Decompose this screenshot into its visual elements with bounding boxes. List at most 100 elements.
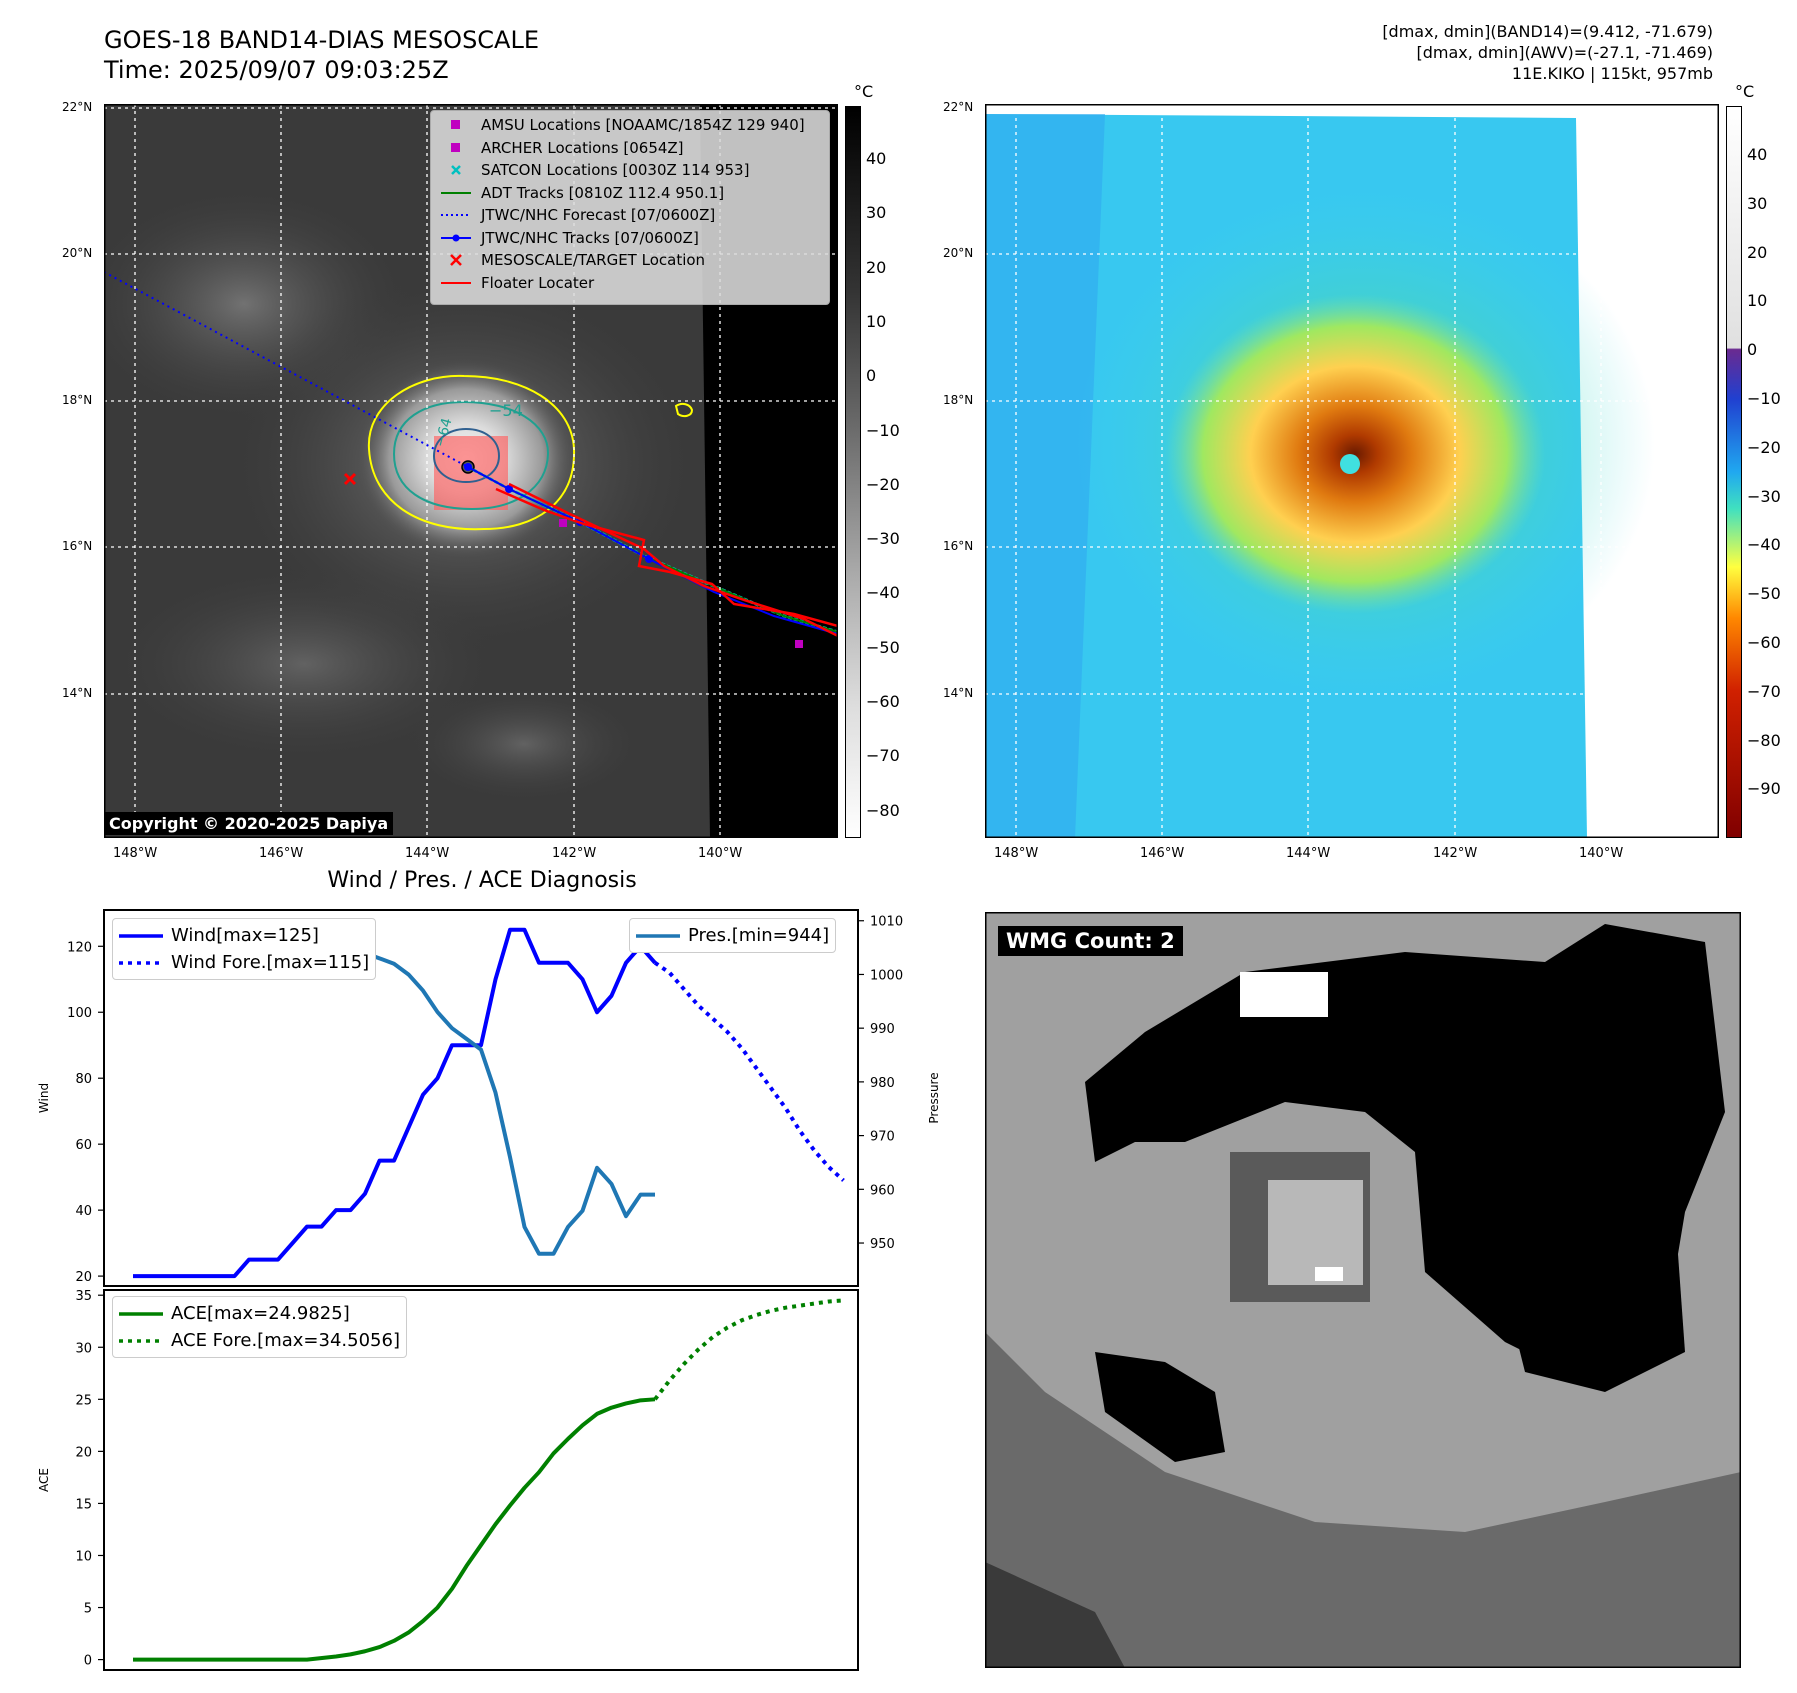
cb1-tick-6: −20 xyxy=(866,474,900,494)
diagnosis-title: Wind / Pres. / ACE Diagnosis xyxy=(327,868,637,893)
cb1-tick-3: 10 xyxy=(866,311,887,331)
cb2-tick-6: −20 xyxy=(1747,437,1781,457)
chart2-ytick-label-4: 20 xyxy=(75,1445,92,1460)
chart1-ytick-label-2: 60 xyxy=(75,1138,92,1153)
legend-wind: Wind[max=125] xyxy=(119,925,319,946)
ir-map-legend: AMSU Locations [NOAAMC/1854Z 129 940] AR… xyxy=(430,110,830,305)
chart2-ytick-label-2: 10 xyxy=(75,1549,92,1564)
chart2-ytick-label-6: 30 xyxy=(75,1341,92,1356)
p1-lat-14: 14°N xyxy=(62,686,93,700)
cb1-tick-9: −50 xyxy=(866,637,900,657)
cb2-tick-4: 0 xyxy=(1747,340,1758,360)
contour-teal xyxy=(392,400,550,511)
cb2-tick-7: −30 xyxy=(1747,486,1781,506)
cb2-tick-10: −60 xyxy=(1747,633,1781,652)
chart1-y2tick-label-3: 980 xyxy=(870,1076,895,1091)
dmax-band14: [dmax, dmin](BAND14)=(9.412, -71.679) xyxy=(1382,22,1713,41)
dmax-awv: [dmax, dmin](AWV)=(-27.1, -71.469) xyxy=(1416,43,1713,62)
cb1-tick-4: 0 xyxy=(866,366,877,386)
legend-pressure: Pres.[min=944] xyxy=(636,925,830,946)
chart2-ylabel: ACE xyxy=(37,1468,51,1492)
p2-lon-144: 144°W xyxy=(1286,846,1331,861)
legend-amsu: AMSU Locations [NOAAMC/1854Z 129 940] xyxy=(431,114,829,137)
chart1-ytick-label-0: 20 xyxy=(75,1270,92,1285)
chart1-series-1 xyxy=(653,961,845,1182)
p1-lon-140: 140°W xyxy=(698,846,743,861)
archer-marker xyxy=(559,519,567,527)
chart2-ytick-label-3: 15 xyxy=(75,1497,92,1512)
cb2-tick-11: −70 xyxy=(1747,681,1781,701)
pressure-legend: Pres.[min=944] xyxy=(629,918,837,953)
chart1-y2tick-label-0: 950 xyxy=(870,1237,895,1252)
awv-map-panel xyxy=(985,104,1719,838)
legend-ace-forecast: ACE Fore.[max=34.5056] xyxy=(119,1330,400,1351)
wind-legend: Wind[max=125] Wind Fore.[max=115] xyxy=(112,918,377,980)
colorbar-ir-unit: °C xyxy=(854,82,874,101)
awv-storm xyxy=(1165,294,1545,614)
cb2-tick-0: 40 xyxy=(1747,145,1768,164)
colorbar-awv xyxy=(1726,106,1742,838)
p1-lat-22: 22°N xyxy=(62,100,93,114)
cb2-tick-2: 20 xyxy=(1747,242,1768,262)
chart1-ytick-label-5: 120 xyxy=(67,940,92,955)
legend-jtwc-forecast: JTWC/NHC Forecast [07/0600Z] xyxy=(441,206,716,225)
legend-wind-forecast: Wind Fore.[max=115] xyxy=(119,952,370,973)
figure-title: GOES-18 BAND14-DIAS MESOSCALE xyxy=(104,26,540,54)
p2-lat-20: 20°N xyxy=(943,246,974,260)
chart1-ytick-label-4: 100 xyxy=(67,1006,92,1021)
amsu-marker xyxy=(795,640,803,648)
chart1-y2tick-label-2: 970 xyxy=(870,1130,895,1145)
chart2-ytick-label-5: 25 xyxy=(75,1393,92,1408)
cb1-tick-0: 40 xyxy=(866,149,887,168)
p2-lat-14: 14°N xyxy=(943,686,974,700)
cb1-tick-10: −60 xyxy=(866,692,900,711)
cb1-tick-8: −40 xyxy=(866,583,900,603)
p1-lon-148: 148°W xyxy=(113,846,158,861)
awv-eye xyxy=(1340,454,1360,474)
cb1-tick-1: 30 xyxy=(866,203,887,223)
p1-lat-16: 16°N xyxy=(62,539,93,553)
chart1-series-0 xyxy=(133,927,657,1279)
cb2-tick-5: −10 xyxy=(1747,389,1781,408)
cb2-tick-9: −50 xyxy=(1747,584,1781,604)
chart2-series-0 xyxy=(133,1397,656,1662)
figure-time: Time: 2025/09/07 09:03:25Z xyxy=(104,56,449,84)
cb1-tick-2: 20 xyxy=(866,257,887,277)
p1-lon-144: 144°W xyxy=(405,846,450,861)
chart1-ylabel: Wind xyxy=(37,1083,51,1113)
wmg-panel xyxy=(985,912,1741,1668)
copyright-label: Copyright © 2020-2025 Dapiya xyxy=(104,812,394,835)
p1-lat-20: 20°N xyxy=(62,246,93,260)
chart1-y2tick-label-5: 1000 xyxy=(870,968,903,983)
cb2-tick-3: 10 xyxy=(1747,291,1768,311)
p2-lat-18: 18°N xyxy=(943,393,974,407)
mesoscale-target-marker xyxy=(343,472,357,486)
p1-lon-142: 142°W xyxy=(552,846,597,861)
legend-jtwc-tracks: JTWC/NHC Tracks [07/0600Z] xyxy=(431,227,829,250)
chart1-y2tick-label-4: 990 xyxy=(870,1022,895,1037)
ace-legend: ACE[max=24.9825] ACE Fore.[max=34.5056] xyxy=(112,1296,407,1358)
legend-adt: ADT Tracks [0810Z 112.4 950.1] xyxy=(441,183,725,202)
p1-lon-146: 146°W xyxy=(259,846,304,861)
contour-label-54: −54 xyxy=(489,401,523,420)
chart1-y2tick-label-6: 1010 xyxy=(870,915,903,930)
cb1-tick-12: −80 xyxy=(866,800,900,820)
cb1-tick-7: −30 xyxy=(866,529,900,549)
legend-mesoscale-target: MESOSCALE/TARGET Location xyxy=(431,249,829,272)
chart1-y2tick-label-1: 960 xyxy=(870,1183,895,1198)
cb1-tick-5: −10 xyxy=(866,420,900,440)
awv-gridlines xyxy=(985,104,1719,838)
chart2-series-1 xyxy=(653,1298,844,1401)
p2-lon-146: 146°W xyxy=(1140,846,1185,861)
wmg-warm-patch xyxy=(1240,972,1328,1017)
chart1-y2label: Pressure xyxy=(927,1072,941,1123)
chart1-ytick-label-3: 80 xyxy=(75,1072,92,1087)
p1-lat-18: 18°N xyxy=(62,393,93,407)
legend-satcon: SATCON Locations [0030Z 114 953] xyxy=(431,159,829,182)
chart2-ytick-label-7: 35 xyxy=(75,1289,92,1304)
wmg-dark-band xyxy=(985,1332,1741,1668)
chart2-ytick-label-1: 5 xyxy=(84,1602,92,1617)
cb2-tick-8: −40 xyxy=(1747,535,1781,555)
legend-ace: ACE[max=24.9825] xyxy=(119,1303,350,1324)
floater-track xyxy=(495,487,838,628)
